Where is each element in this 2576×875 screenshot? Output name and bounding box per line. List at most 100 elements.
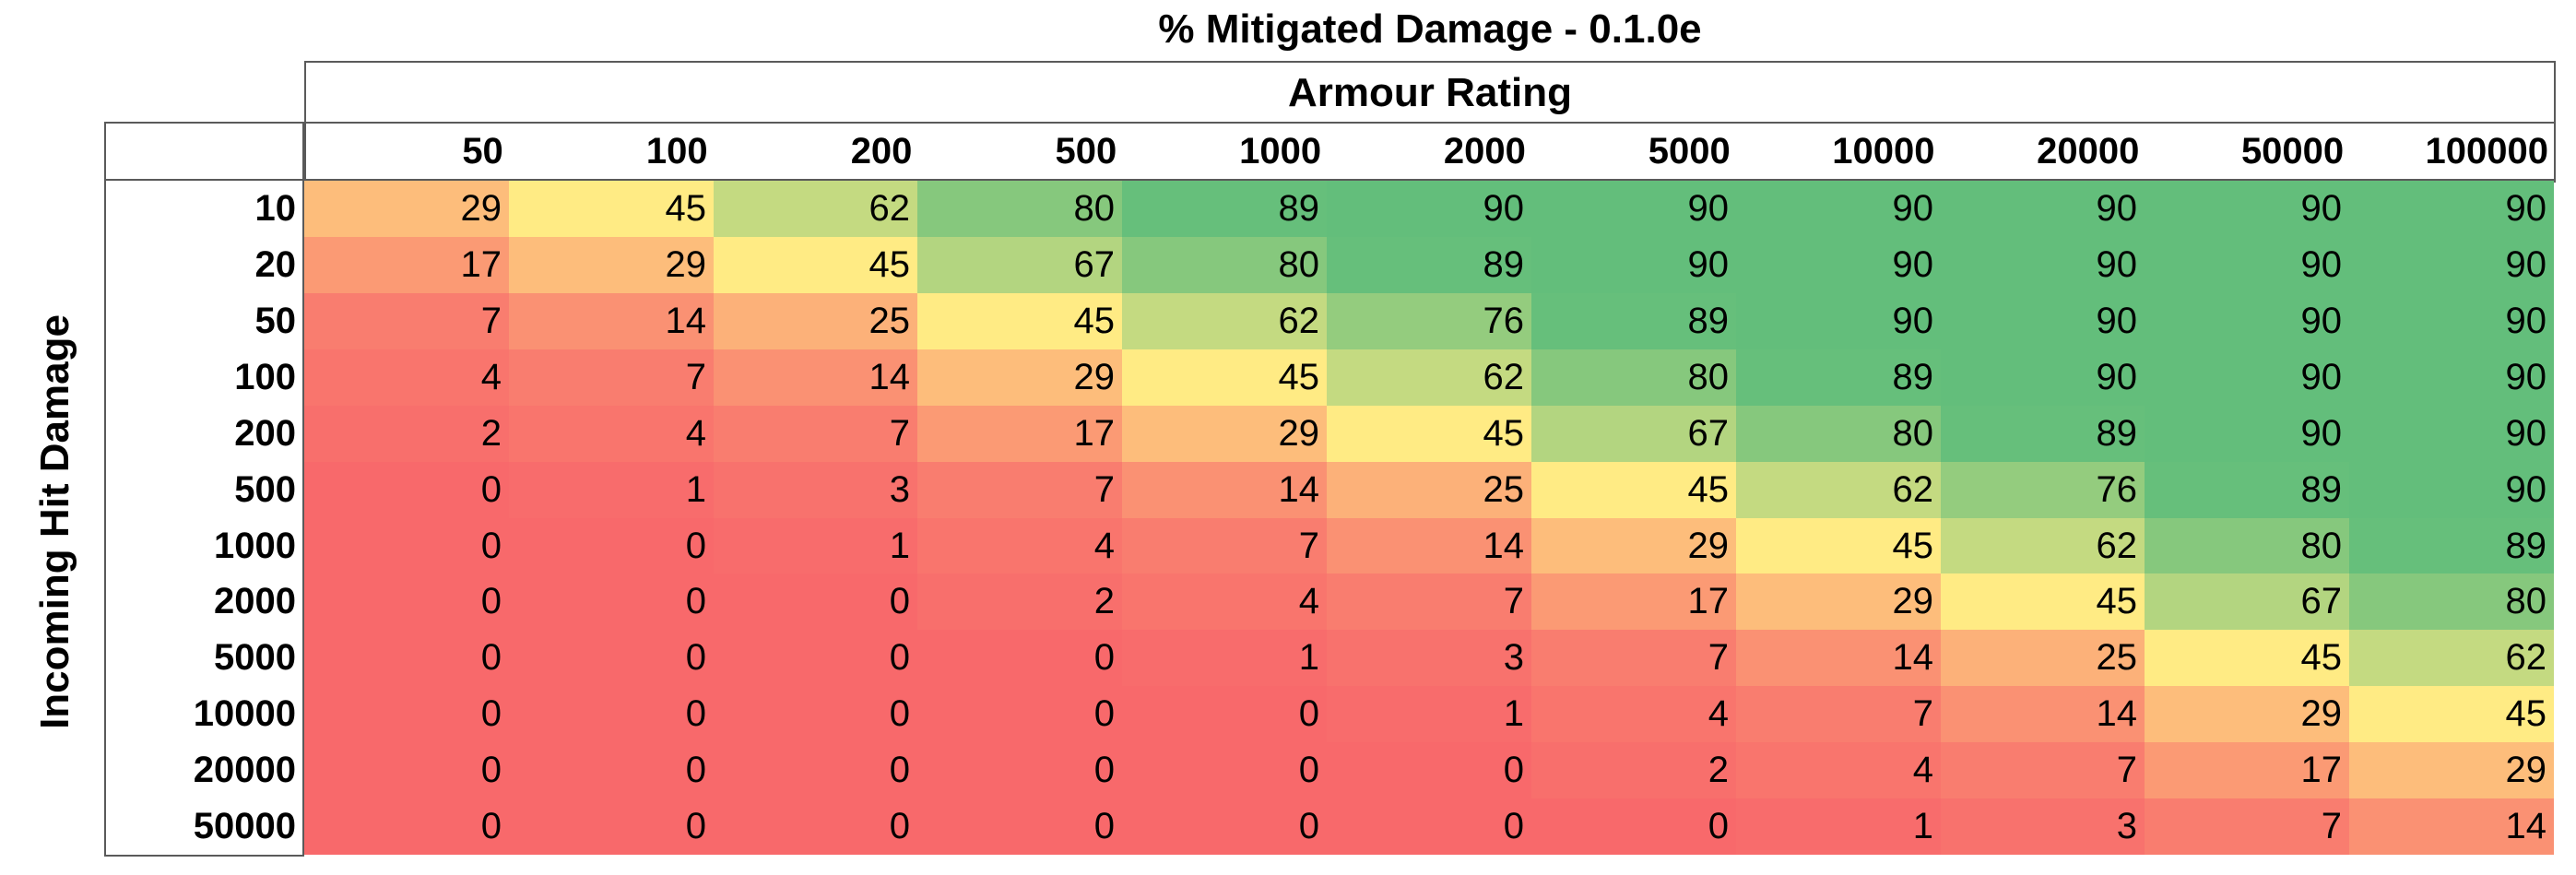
heatmap-cell: 0 bbox=[509, 798, 714, 855]
heatmap-cell: 90 bbox=[1531, 181, 1736, 237]
heatmap-cell: 67 bbox=[1531, 406, 1736, 462]
heatmap-cell: 4 bbox=[1122, 573, 1327, 630]
heatmap-cell: 14 bbox=[1327, 518, 1531, 573]
row-header-50: 50 bbox=[254, 300, 297, 341]
column-header-5000: 5000 bbox=[1648, 131, 1731, 171]
x-axis-label: Armour Rating bbox=[1288, 70, 1572, 115]
y-axis-label: Incoming Hit Damage bbox=[32, 314, 77, 729]
heatmap-cell: 14 bbox=[1736, 630, 1941, 686]
heatmap-cell: 0 bbox=[304, 630, 509, 686]
heatmap-cell: 29 bbox=[304, 181, 509, 237]
heatmap-cell: 17 bbox=[2145, 742, 2349, 798]
heatmap-cell: 0 bbox=[917, 798, 1122, 855]
heatmap-cell: 45 bbox=[917, 293, 1122, 349]
heatmap-cell: 0 bbox=[304, 798, 509, 855]
heatmap-cell: 0 bbox=[1531, 798, 1736, 855]
heatmap-cell: 45 bbox=[2145, 630, 2349, 686]
column-header-50000: 50000 bbox=[2240, 131, 2345, 171]
heatmap-cell: 29 bbox=[1531, 518, 1736, 573]
heatmap-cell: 0 bbox=[509, 742, 714, 798]
heatmap-cell: 45 bbox=[509, 181, 714, 237]
row-header-20: 20 bbox=[254, 243, 297, 285]
heatmap-cell: 7 bbox=[304, 293, 509, 349]
heatmap-cell: 90 bbox=[2349, 237, 2554, 293]
heatmap-cell: 90 bbox=[2145, 349, 2349, 406]
heatmap-cell: 89 bbox=[1122, 181, 1327, 237]
heatmap-cell: 0 bbox=[714, 573, 917, 630]
heatmap-cell: 29 bbox=[1736, 573, 1941, 630]
column-header-10000: 10000 bbox=[1832, 131, 1935, 171]
heatmap-cell: 0 bbox=[304, 462, 509, 518]
heatmap-cell: 45 bbox=[714, 237, 917, 293]
heatmap-cell: 7 bbox=[1327, 573, 1531, 630]
heatmap-cell: 0 bbox=[1327, 798, 1531, 855]
heatmap-cell: 62 bbox=[714, 181, 917, 237]
heatmap-cell: 0 bbox=[1122, 742, 1327, 798]
heatmap-cell: 0 bbox=[917, 742, 1122, 798]
heatmap-cell: 0 bbox=[304, 686, 509, 742]
heatmap-cell: 7 bbox=[1941, 742, 2145, 798]
heatmap-cell: 29 bbox=[2145, 686, 2349, 742]
column-header-20000: 20000 bbox=[2037, 131, 2140, 171]
heatmap-cell: 0 bbox=[714, 686, 917, 742]
column-header-100: 100 bbox=[645, 131, 708, 171]
heatmap-cell: 90 bbox=[2349, 349, 2554, 406]
heatmap-cell: 29 bbox=[509, 237, 714, 293]
row-header-1000: 1000 bbox=[214, 525, 296, 566]
heatmap-cell: 67 bbox=[2145, 573, 2349, 630]
heatmap-cell: 90 bbox=[1941, 349, 2145, 406]
heatmap-cell: 0 bbox=[714, 798, 917, 855]
heatmap-cell: 0 bbox=[509, 686, 714, 742]
heatmap-cell: 7 bbox=[714, 406, 917, 462]
heatmap-cell: 62 bbox=[2349, 630, 2554, 686]
heatmap-cell: 4 bbox=[917, 518, 1122, 573]
heatmap-cell: 45 bbox=[2349, 686, 2554, 742]
heatmap-cell: 80 bbox=[917, 181, 1122, 237]
heatmap-cell: 1 bbox=[509, 462, 714, 518]
row-header-500: 500 bbox=[234, 468, 296, 510]
heatmap-cell: 0 bbox=[304, 742, 509, 798]
heatmap-cell: 80 bbox=[2145, 518, 2349, 573]
header-top-border bbox=[304, 61, 2556, 63]
heatmap-cell: 90 bbox=[1736, 181, 1941, 237]
heatmap-cell: 14 bbox=[509, 293, 714, 349]
heatmap-cell: 29 bbox=[1122, 406, 1327, 462]
heatmap-cell: 45 bbox=[1736, 518, 1941, 573]
row-header-20000: 20000 bbox=[193, 750, 296, 791]
heatmap-cell: 0 bbox=[509, 630, 714, 686]
heatmap-cell: 89 bbox=[1531, 293, 1736, 349]
heatmap-cell: 62 bbox=[1122, 293, 1327, 349]
heatmap-cell: 62 bbox=[1736, 462, 1941, 518]
heatmap-cell: 2 bbox=[917, 573, 1122, 630]
heatmap-cell: 0 bbox=[714, 742, 917, 798]
heatmap-cell: 4 bbox=[509, 406, 714, 462]
row-header-100: 100 bbox=[234, 356, 296, 397]
heatmap-cell: 25 bbox=[1941, 630, 2145, 686]
heatmap-cell: 3 bbox=[1941, 798, 2145, 855]
row-header-10: 10 bbox=[254, 188, 297, 229]
row-header-left-border bbox=[104, 122, 106, 857]
heatmap-cell: 2 bbox=[1531, 742, 1736, 798]
heatmap-cell: 14 bbox=[1122, 462, 1327, 518]
heatmap-cell: 7 bbox=[1531, 630, 1736, 686]
heatmap-cell: 45 bbox=[1122, 349, 1327, 406]
heatmap-cell: 3 bbox=[1327, 630, 1531, 686]
heatmap-cell: 0 bbox=[917, 630, 1122, 686]
heatmap-cell: 90 bbox=[2349, 462, 2554, 518]
heatmap-cell: 7 bbox=[917, 462, 1122, 518]
heatmap-cell: 1 bbox=[1736, 798, 1941, 855]
heatmap-cell: 25 bbox=[1327, 462, 1531, 518]
heatmap-cell: 80 bbox=[1122, 237, 1327, 293]
heatmap-cell: 76 bbox=[1327, 293, 1531, 349]
heatmap-cell: 4 bbox=[1736, 742, 1941, 798]
heatmap-cell: 29 bbox=[2349, 742, 2554, 798]
heatmap-cell: 45 bbox=[1531, 462, 1736, 518]
column-header-2000: 2000 bbox=[1443, 131, 1526, 171]
heatmap-cell: 7 bbox=[2145, 798, 2349, 855]
heatmap-cell: 76 bbox=[1941, 462, 2145, 518]
table-bottom-border bbox=[104, 855, 304, 857]
heatmap-cell: 80 bbox=[2349, 573, 2554, 630]
heatmap-cell: 89 bbox=[1941, 406, 2145, 462]
heatmap-cell: 90 bbox=[1941, 293, 2145, 349]
heatmap-cell: 90 bbox=[2349, 406, 2554, 462]
